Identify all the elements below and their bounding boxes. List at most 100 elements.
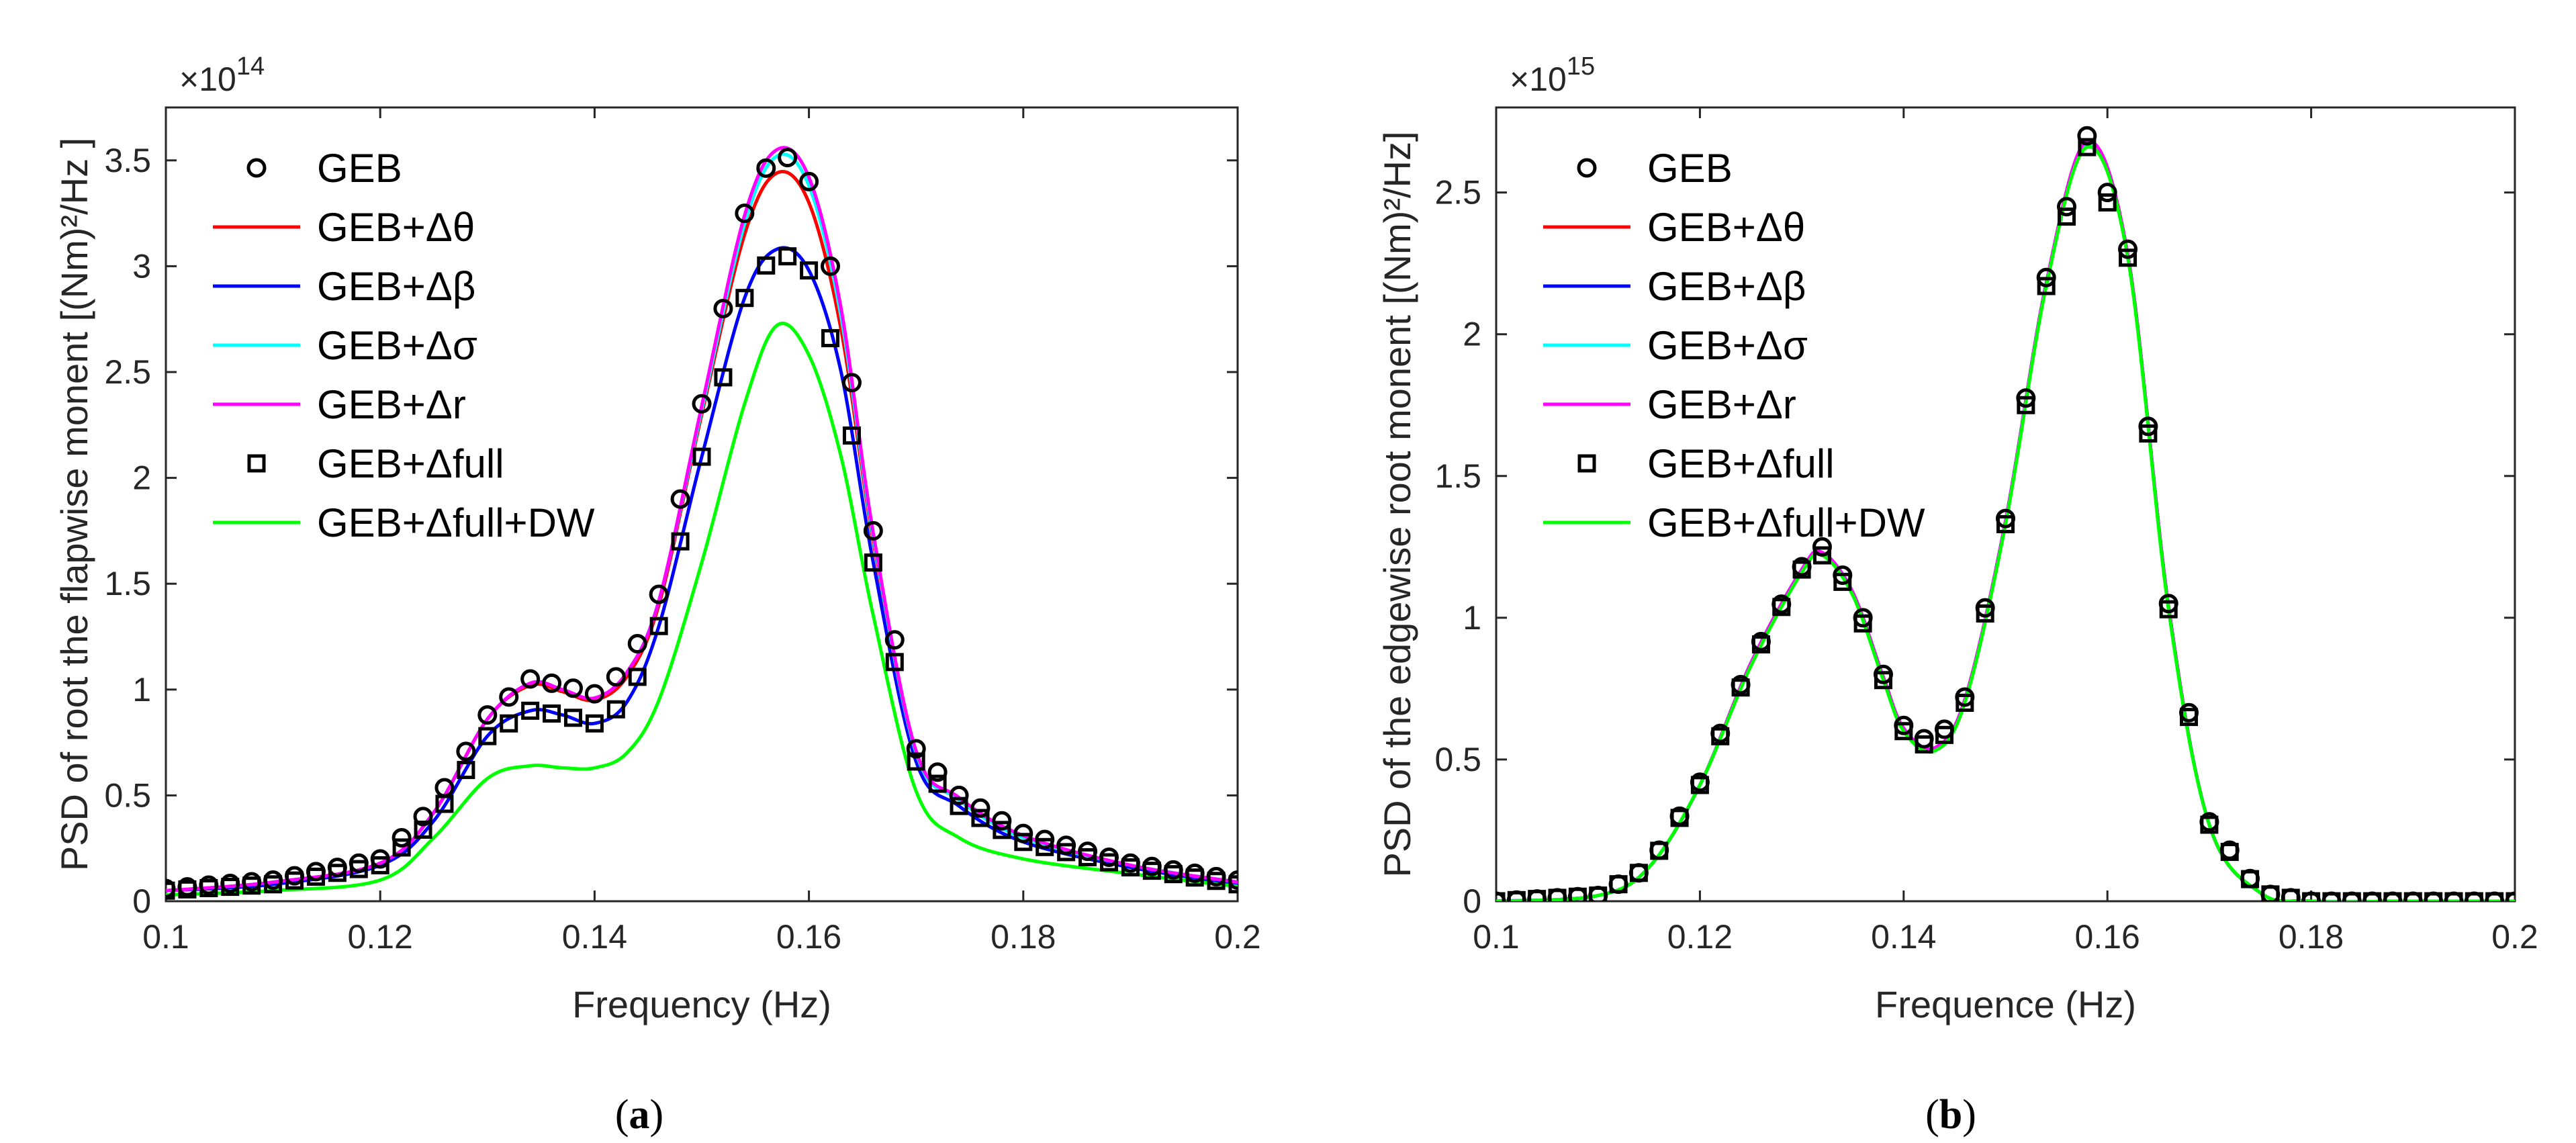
legend: GEB GEB+Δθ GEB+Δβ GEB+Δσ GEB+Δr GEB+Δfull GEB+… bbox=[213, 146, 595, 545]
marker-square bbox=[349, 860, 368, 878]
legend-square-swatch bbox=[247, 454, 266, 473]
y-axis-multiplier-exponent: 14 bbox=[236, 52, 265, 81]
marker-square bbox=[1629, 864, 1648, 882]
marker-square bbox=[757, 256, 776, 275]
marker-circle bbox=[413, 807, 433, 827]
marker-square bbox=[2302, 892, 2321, 901]
marker-square bbox=[1036, 837, 1054, 856]
series-line-2 bbox=[166, 246, 1238, 893]
marker-square bbox=[521, 701, 540, 720]
marker-square bbox=[735, 289, 754, 308]
marker-circle bbox=[992, 811, 1012, 831]
marker-square bbox=[1078, 848, 1097, 866]
marker-circle bbox=[970, 798, 991, 818]
y-tick-label: 0 bbox=[1463, 882, 1481, 920]
legend-circle-swatch bbox=[1577, 158, 1597, 178]
marker-square bbox=[1507, 890, 1526, 901]
marker-square bbox=[950, 796, 968, 815]
marker-circle bbox=[927, 762, 948, 782]
marker-square bbox=[2139, 424, 2158, 443]
marker-circle bbox=[692, 394, 712, 414]
x-tick-label: 0.16 bbox=[776, 918, 841, 956]
plot-area-frame bbox=[165, 106, 1239, 903]
marker-square bbox=[993, 821, 1011, 839]
x-tick-label: 0.18 bbox=[2279, 918, 2344, 956]
subplot-label-open: ( bbox=[1925, 1092, 1939, 1138]
marker-square bbox=[371, 856, 389, 874]
y-axis-label: PSD of the edgewise root monent [(Nm)²/H… bbox=[1376, 131, 1418, 877]
marker-square bbox=[2119, 248, 2137, 267]
marker-square bbox=[1185, 868, 1204, 887]
y-tick-label: 2.5 bbox=[1434, 174, 1481, 212]
marker-square bbox=[585, 714, 604, 733]
legend-label: GEB+Δfull bbox=[317, 441, 504, 486]
marker-square bbox=[1207, 872, 1226, 890]
marker-square bbox=[2078, 138, 2097, 156]
x-tick-label: 0.2 bbox=[1214, 918, 1261, 956]
y-tick-label: 0.5 bbox=[104, 776, 151, 814]
x-tick-label: 0.1 bbox=[142, 918, 189, 956]
legend-label: GEB+Δσ bbox=[1647, 323, 1808, 368]
marker-circle bbox=[2097, 183, 2117, 203]
legend-label: GEB+Δr bbox=[1647, 382, 1796, 427]
marker-square bbox=[1164, 865, 1183, 884]
marker-circle bbox=[2057, 197, 2077, 217]
marker-square bbox=[821, 329, 840, 348]
x-tick-label: 0.12 bbox=[348, 918, 413, 956]
series-line-4 bbox=[166, 146, 1238, 893]
legend-circle-swatch bbox=[246, 158, 267, 178]
marker-square bbox=[1670, 809, 1689, 827]
x-tick-label: 0.14 bbox=[562, 918, 627, 956]
marker-square bbox=[457, 761, 475, 780]
marker-square bbox=[1121, 858, 1140, 877]
legend-label: GEB bbox=[317, 146, 402, 191]
marker-square bbox=[563, 708, 582, 727]
marker-square bbox=[328, 864, 347, 882]
marker-circle bbox=[649, 584, 669, 604]
subplot-label-letter: a bbox=[629, 1092, 650, 1138]
marker-square bbox=[2220, 843, 2239, 862]
marker-square bbox=[1528, 890, 1547, 901]
marker-square bbox=[1142, 862, 1161, 880]
subplot-label: (a) bbox=[615, 1092, 663, 1138]
marker-square bbox=[692, 447, 711, 466]
marker-square bbox=[2444, 892, 2463, 901]
marker-square bbox=[1833, 572, 1852, 591]
marker-circle bbox=[477, 705, 498, 725]
subplot-label: (b) bbox=[1925, 1092, 1976, 1138]
chart-panel-a: 0.1 0.12 0.14 0.16 0.18 0.2 0 0.5 1 1.5 2 2.5 3 3.5 ×1… bbox=[53, 52, 1261, 1138]
legend-label: GEB+Δfull+DW bbox=[317, 500, 595, 545]
marker-square bbox=[1751, 635, 1770, 654]
marker-circle bbox=[863, 520, 883, 541]
marker-square bbox=[800, 261, 819, 280]
marker-circle bbox=[499, 687, 519, 707]
marker-square bbox=[414, 820, 432, 839]
legend: GEB GEB+Δθ GEB+Δβ GEB+Δσ GEB+Δr GEB+Δfull GEB+… bbox=[1543, 146, 1925, 545]
x-tick-label: 0.1 bbox=[1473, 918, 1520, 956]
marker-square bbox=[1792, 560, 1811, 579]
marker-circle bbox=[841, 373, 862, 393]
marker-square bbox=[628, 668, 647, 686]
marker-circle bbox=[563, 678, 583, 698]
marker-circle bbox=[735, 203, 755, 224]
marker-square bbox=[714, 368, 733, 387]
marker-circle bbox=[606, 667, 626, 687]
marker-circle bbox=[542, 673, 562, 693]
marker-circle bbox=[456, 741, 476, 762]
y-axis-multiplier-exponent: 15 bbox=[1567, 52, 1595, 81]
legend-label: GEB+Δfull bbox=[1647, 441, 1835, 486]
subplot-label-open: ( bbox=[615, 1092, 629, 1138]
marker-square bbox=[1894, 722, 1913, 741]
marker-circle bbox=[778, 148, 798, 168]
marker-square bbox=[1874, 671, 1892, 690]
marker-square bbox=[842, 426, 861, 445]
y-tick-label: 2 bbox=[132, 459, 151, 497]
subplot-label-close: ) bbox=[1962, 1092, 1976, 1138]
marker-square bbox=[392, 838, 411, 857]
marker-square bbox=[2363, 892, 2382, 901]
marker-circle bbox=[713, 298, 733, 318]
legend-label: GEB+Δβ bbox=[317, 264, 475, 309]
marker-square bbox=[1650, 841, 1669, 860]
x-tick-label: 0.16 bbox=[2075, 918, 2140, 956]
